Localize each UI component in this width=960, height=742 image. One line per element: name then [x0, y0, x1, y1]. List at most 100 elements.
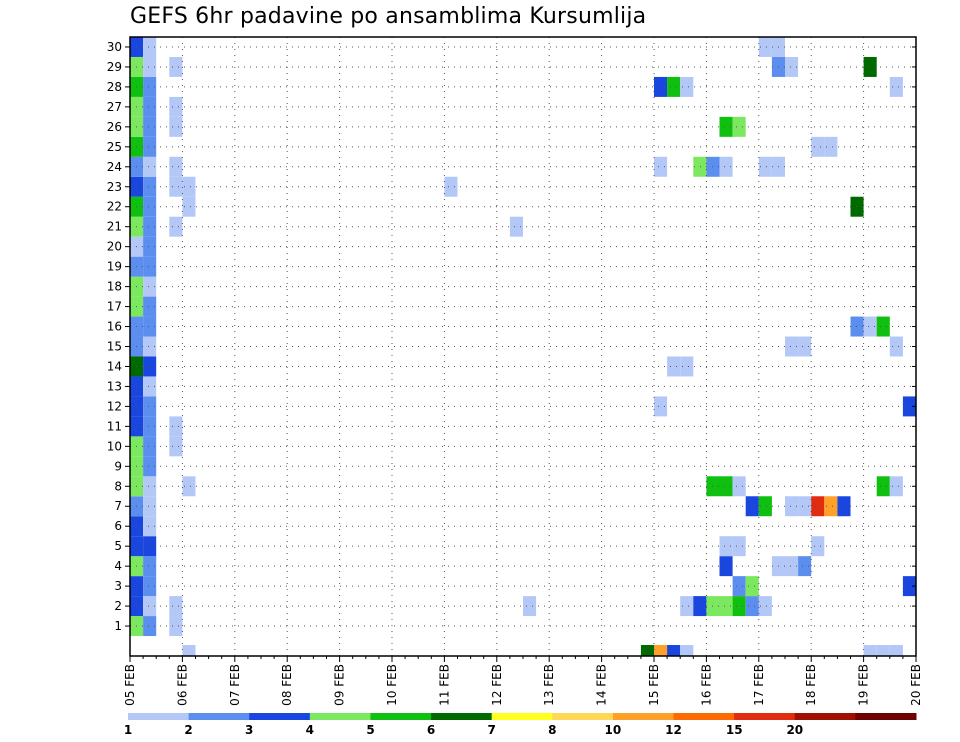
legend-label: 8: [548, 723, 556, 737]
x-tick-label: 17 FEB: [752, 664, 766, 706]
y-tick-label: 2: [114, 599, 122, 613]
heatmap-cell: [169, 116, 183, 137]
heatmap-cell: [169, 596, 183, 617]
heatmap-cell: [169, 616, 183, 637]
x-tick-label: 06 FEB: [175, 664, 189, 706]
heatmap-cell: [719, 476, 733, 497]
x-tick-label: 18 FEB: [804, 664, 818, 706]
heatmap-cell: [732, 116, 746, 137]
legend-swatch: [431, 713, 493, 720]
grid-layer: [130, 37, 916, 656]
heatmap-cell: [902, 576, 916, 597]
x-tick-label: 10 FEB: [385, 664, 399, 706]
y-tick-label: 4: [114, 559, 122, 573]
legend-label: 7: [488, 723, 496, 737]
color-legend: 1 2 3 4 5 6 7 8 10 12 15 20: [124, 713, 917, 737]
heatmap-cell: [719, 596, 733, 617]
heatmap-cell: [143, 556, 157, 577]
heatmap-cell: [889, 645, 903, 656]
heatmap-cell: [654, 645, 668, 656]
heatmap-cell: [143, 96, 157, 117]
heatmap-cell: [143, 576, 157, 597]
heatmap-cell: [758, 496, 772, 517]
legend-label: 6: [427, 723, 435, 737]
heatmap-cell: [680, 645, 694, 656]
heatmap-cell: [169, 216, 183, 237]
y-tick-label: 22: [107, 200, 122, 214]
heatmap-cell: [863, 645, 877, 656]
heatmap-cell: [654, 156, 668, 177]
y-tick-label: 19: [107, 260, 122, 274]
heatmap-cell: [182, 176, 196, 197]
x-tick-label: 16 FEB: [699, 664, 713, 706]
heatmap-cell: [889, 76, 903, 97]
heatmap-cell: [143, 336, 157, 357]
heatmap-cell: [680, 76, 694, 97]
heatmap-cell: [169, 416, 183, 437]
y-tick-label: 9: [114, 459, 122, 473]
heatmap-cell: [143, 536, 157, 557]
heatmap-cell: [143, 216, 157, 237]
heatmap-cell: [182, 196, 196, 217]
heatmap-cell: [143, 156, 157, 177]
heatmap-cell: [863, 316, 877, 337]
heatmap-cell: [143, 516, 157, 537]
heatmap-cell: [732, 536, 746, 557]
legend-label: 5: [366, 723, 374, 737]
heatmap-cell: [824, 496, 838, 517]
heatmap-cell: [509, 216, 523, 237]
heatmap-cell: [785, 496, 799, 517]
y-tick-label: 20: [107, 240, 122, 254]
legend-label: 20: [786, 723, 803, 737]
x-tick-label: 09 FEB: [333, 664, 347, 706]
heatmap-cell: [143, 396, 157, 417]
heatmap-cell: [143, 436, 157, 457]
heatmap-cell: [143, 276, 157, 297]
y-tick-label: 14: [107, 359, 122, 373]
heatmap-cell: [143, 196, 157, 217]
legend-label: 4: [306, 723, 314, 737]
heatmap-cell: [182, 476, 196, 497]
x-tick-label: 15 FEB: [647, 664, 661, 706]
legend-swatch: [491, 713, 553, 720]
heatmap-cell: [143, 356, 157, 377]
legend-swatch: [734, 713, 796, 720]
heatmap-cell: [143, 136, 157, 157]
y-tick-label: 16: [107, 320, 122, 334]
x-tick-label: 19 FEB: [857, 664, 871, 706]
legend-swatch: [794, 713, 856, 720]
y-tick-label: 10: [107, 439, 122, 453]
y-tick-label: 8: [114, 479, 122, 493]
legend-label: 15: [726, 723, 743, 737]
heatmap-cell: [876, 316, 890, 337]
heatmap-cell: [654, 76, 668, 97]
heatmap-cell: [785, 556, 799, 577]
heatmap-cell: [143, 116, 157, 137]
heatmap-cell: [143, 476, 157, 497]
heatmap-cell: [680, 596, 694, 617]
y-tick-label: 26: [107, 120, 122, 134]
heatmap-cell: [143, 596, 157, 617]
heatmap-cell: [143, 37, 157, 57]
legend-swatch: [249, 713, 311, 720]
heatmap-cell: [693, 596, 707, 617]
heatmap-cell: [182, 645, 196, 656]
cells-layer: [130, 37, 916, 656]
heatmap-cell: [667, 645, 681, 656]
heatmap-cell: [719, 156, 733, 177]
legend-swatch: [370, 713, 432, 720]
legend-swatch: [855, 713, 917, 720]
y-tick-label: 23: [107, 180, 122, 194]
heatmap-cell: [523, 596, 537, 617]
x-tick-label: 20 FEB: [909, 664, 923, 706]
heatmap-cell: [719, 556, 733, 577]
y-tick-label: 18: [107, 280, 122, 294]
heatmap-cell: [719, 116, 733, 137]
legend-label: 12: [665, 723, 682, 737]
x-tick-label: 05 FEB: [123, 664, 137, 706]
heatmap-cell: [143, 456, 157, 477]
legend-label: 10: [605, 723, 622, 737]
y-tick-label: 11: [107, 419, 122, 433]
heatmap-cell: [850, 196, 864, 217]
heatmap-cell: [824, 136, 838, 157]
